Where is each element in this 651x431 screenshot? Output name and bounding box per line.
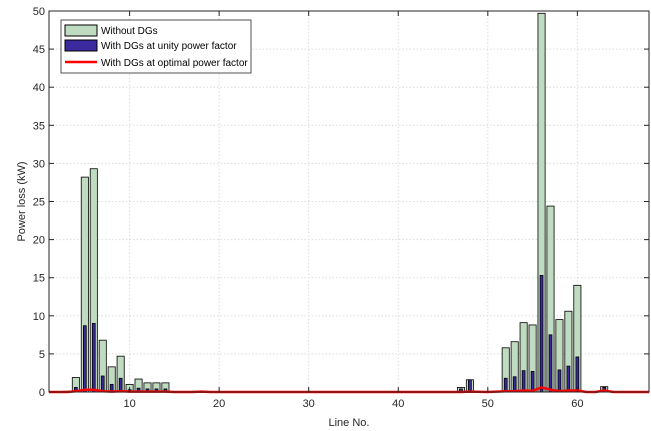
y-tick-label: 35 [33, 120, 45, 132]
x-tick-label: 40 [392, 398, 404, 410]
grid [49, 10, 649, 393]
legend-swatch-unity-pf [64, 39, 98, 52]
y-tick-label: 25 [33, 197, 45, 209]
x-axis-label: Line No. [329, 417, 370, 429]
y-tick-label: 5 [39, 349, 45, 361]
x-tick-label: 20 [213, 398, 225, 410]
bar-unity-pf [566, 365, 571, 393]
bar-unity-pf [530, 371, 535, 393]
x-tick-label: 60 [571, 398, 583, 410]
legend-label-optimal-pf: With DGs at optimal power factor [101, 58, 248, 69]
legend: Without DGs With DGs at unity power fact… [60, 19, 252, 74]
bar-unity-pf [100, 375, 105, 393]
legend-label-without-dgs: Without DGs [101, 26, 158, 37]
y-tick-label: 40 [33, 82, 45, 94]
y-axis-label: Power loss (kW) [16, 161, 28, 241]
legend-swatch-without-dgs [64, 24, 98, 37]
y-tick-label: 15 [33, 273, 45, 285]
y-tick-label: 45 [33, 44, 45, 56]
x-tick-label: 50 [482, 398, 494, 410]
bar-unity-pf [521, 370, 526, 393]
bar-unity-pf [503, 377, 508, 393]
bar-unity-pf [468, 379, 472, 393]
bar-unity-pf [512, 376, 517, 393]
bar-unity-pf [548, 334, 553, 393]
bars [62, 12, 609, 393]
bar-unity-pf [118, 377, 123, 393]
axis-ticks: 0 5 10 15 20 25 30 35 40 45 50 10 20 30 40 50 60 [33, 6, 649, 410]
y-tick-label: 20 [33, 235, 45, 247]
bar-unity-pf [557, 369, 562, 393]
x-tick-label: 30 [303, 398, 315, 410]
legend-label-unity-pf: With DGs at unity power factor [101, 41, 237, 52]
y-tick-label: 10 [33, 311, 45, 323]
bar-unity-pf [91, 323, 96, 393]
bar-unity-pf [82, 325, 87, 393]
x-tick-label: 10 [123, 398, 135, 410]
bar-unity-pf [539, 275, 544, 393]
y-tick-label: 30 [33, 158, 45, 170]
y-tick-label: 50 [33, 6, 45, 18]
y-tick-label: 0 [39, 387, 45, 399]
bar-unity-pf [575, 356, 580, 393]
